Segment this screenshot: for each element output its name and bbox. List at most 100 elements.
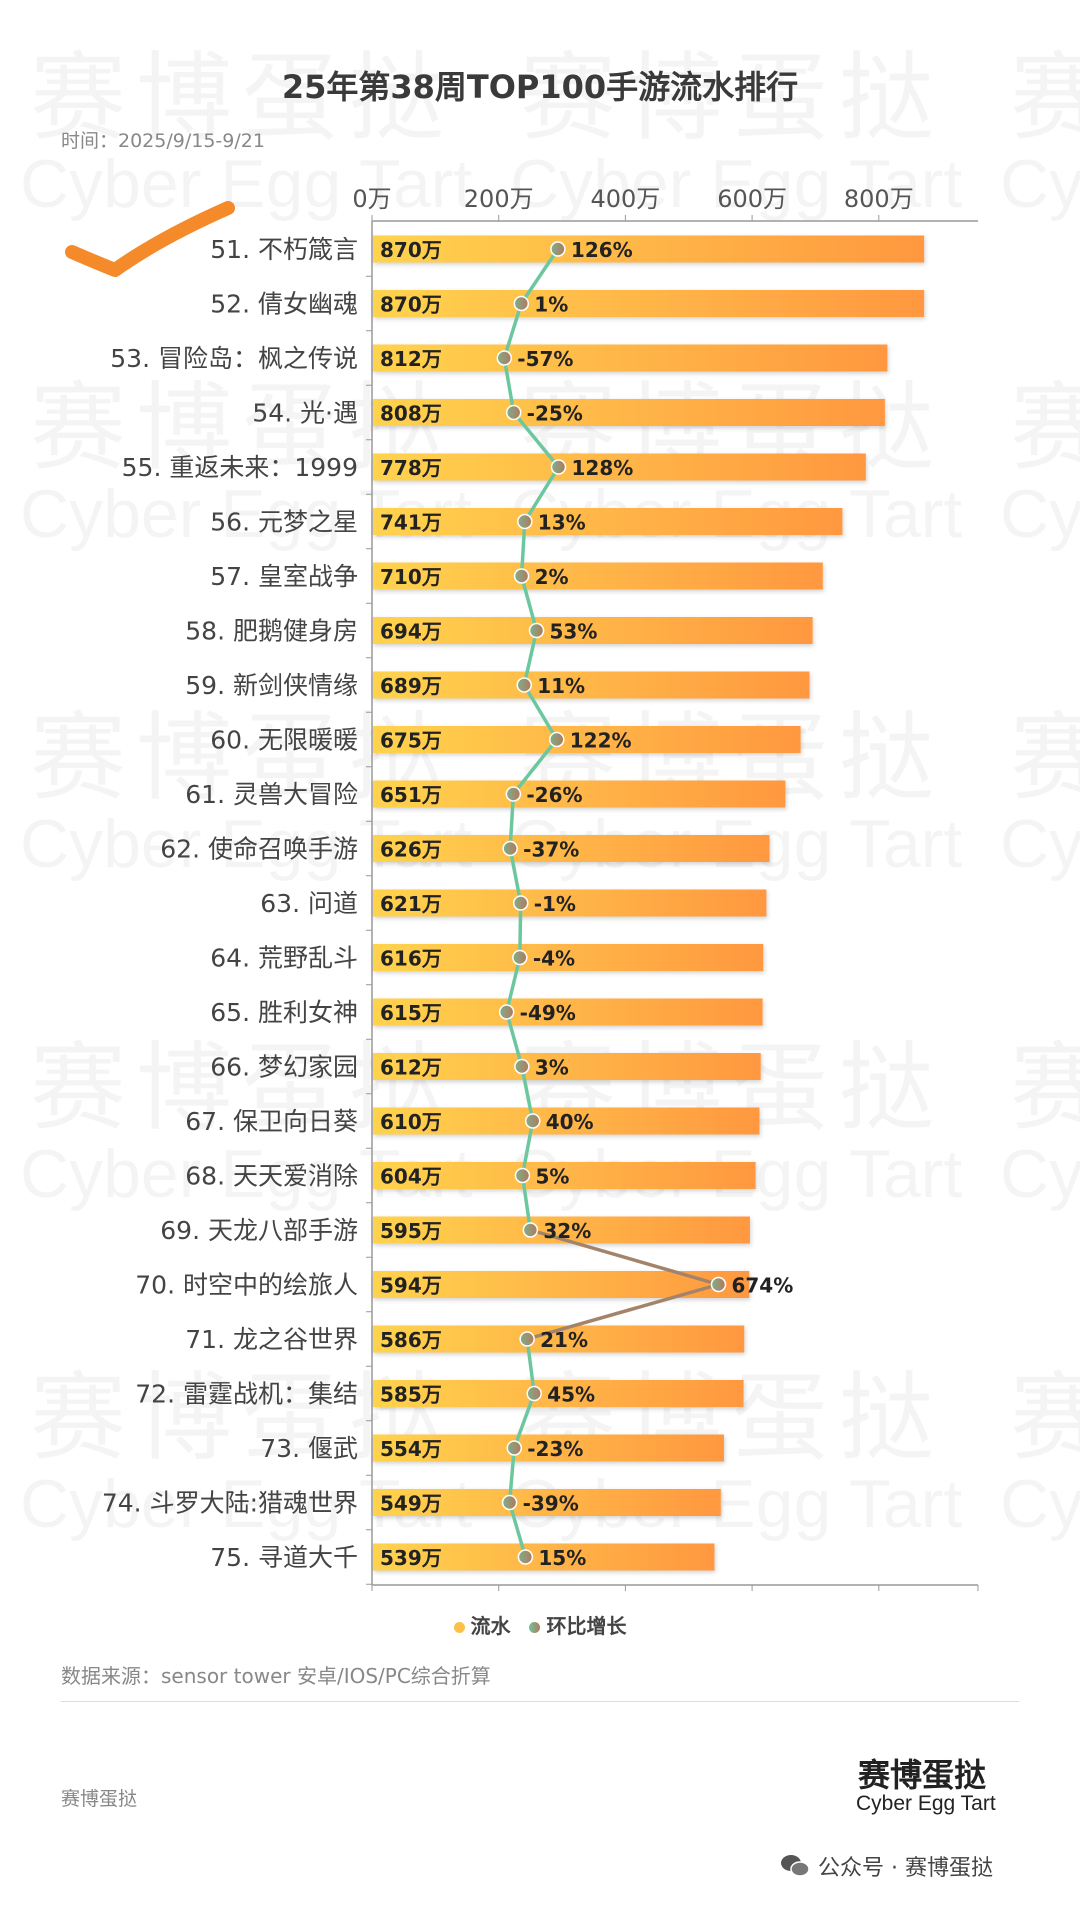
x-tick-label: 600万: [717, 185, 787, 213]
category-label: 59. 新剑侠情缘: [185, 671, 358, 700]
growth-line-segment: [508, 846, 523, 905]
revenue-bar[interactable]: [373, 1162, 756, 1189]
revenue-label: 870万: [380, 238, 442, 262]
growth-point[interactable]: [496, 350, 513, 366]
revenue-label: 586万: [380, 1328, 442, 1352]
revenue-label: 539万: [380, 1546, 442, 1570]
growth-line-segment: [504, 955, 522, 1014]
revenue-label: 595万: [380, 1219, 442, 1243]
category-label: 64. 荒野乱斗: [210, 944, 358, 973]
growth-line-segment: [519, 519, 527, 578]
revenue-bar[interactable]: [373, 671, 810, 699]
growth-line-segment: [520, 1119, 535, 1178]
growth-line-segment: [525, 1337, 536, 1396]
growth-point[interactable]: [550, 241, 566, 257]
growth-label: -37%: [523, 838, 579, 862]
growth-point[interactable]: [506, 1440, 523, 1456]
revenue-bar[interactable]: [373, 1543, 715, 1571]
growth-label: 674%: [731, 1274, 793, 1298]
growth-line-segment: [507, 1500, 528, 1559]
revenue-bar[interactable]: [373, 780, 786, 808]
growth-point[interactable]: [550, 459, 567, 475]
category-label: 60. 无限暖暖: [210, 726, 358, 755]
growth-point[interactable]: [514, 1167, 531, 1184]
category-label: 70. 时空中的绘旅人: [135, 1271, 358, 1300]
revenue-bar[interactable]: [373, 998, 763, 1026]
category-label: 51. 不朽箴言: [210, 235, 358, 264]
revenue-bar[interactable]: [373, 290, 925, 317]
category-label: 52. 倩女幽魂: [210, 290, 358, 319]
growth-point[interactable]: [514, 1058, 530, 1075]
revenue-bar[interactable]: [373, 1107, 760, 1135]
revenue-bar[interactable]: [373, 1489, 721, 1516]
revenue-bar[interactable]: [373, 726, 801, 753]
x-axis: 0万 200万 400万 600万 800万: [352, 185, 979, 1591]
revenue-label: 604万: [380, 1165, 442, 1189]
x-tick-label: 0万: [352, 185, 391, 213]
revenue-bar[interactable]: [373, 889, 767, 917]
category-label: 65. 胜利女神: [210, 998, 358, 1027]
legend-item-growth[interactable]: 环比增长: [529, 1614, 626, 1638]
growth-label: 11%: [537, 674, 585, 698]
growth-line-segment: [525, 1282, 721, 1341]
growth-point[interactable]: [498, 1004, 515, 1020]
growth-line-segment: [502, 301, 524, 360]
data-source: 数据来源：sensor tower 安卓/IOS/PC综合折算: [61, 1664, 491, 1688]
legend-item-revenue[interactable]: 流水: [453, 1614, 511, 1638]
revenue-bar[interactable]: [373, 944, 764, 971]
growth-point[interactable]: [512, 895, 529, 911]
x-tick-label: 200万: [464, 185, 534, 213]
revenue-bar[interactable]: [373, 1434, 724, 1462]
growth-point[interactable]: [548, 731, 565, 748]
growth-point[interactable]: [528, 622, 545, 639]
revenue-label: 870万: [380, 293, 442, 317]
growth-point[interactable]: [512, 949, 528, 966]
x-tick-label: 400万: [590, 185, 660, 213]
logo-en: Cyber Egg Tart: [856, 1792, 996, 1815]
revenue-bar[interactable]: [373, 835, 770, 862]
revenue-bar[interactable]: [373, 1053, 761, 1080]
revenue-bar[interactable]: [373, 235, 925, 263]
growth-label: -23%: [527, 1437, 583, 1461]
growth-point[interactable]: [513, 295, 530, 312]
revenue-bar[interactable]: [373, 1380, 744, 1407]
growth-label: 5%: [535, 1165, 569, 1189]
growth-point[interactable]: [519, 1331, 535, 1347]
growth-point[interactable]: [505, 786, 522, 802]
growth-point[interactable]: [522, 1222, 539, 1238]
growth-line-segment: [520, 1064, 535, 1123]
growth-point[interactable]: [517, 513, 533, 530]
revenue-bar[interactable]: [373, 508, 843, 535]
wechat-label: 公众号 · 赛博蛋挞: [818, 1856, 993, 1881]
growth-point[interactable]: [501, 1494, 518, 1511]
revenue-bar[interactable]: [373, 399, 885, 426]
revenue-label: 626万: [380, 838, 442, 862]
revenue-bar[interactable]: [373, 617, 813, 644]
revenue-bar[interactable]: [373, 453, 866, 481]
growth-point[interactable]: [524, 1113, 541, 1129]
growth-label: 122%: [570, 729, 632, 753]
growth-point[interactable]: [526, 1385, 542, 1402]
growth-line-segment: [519, 247, 560, 306]
revenue-bar[interactable]: [373, 344, 888, 372]
growth-line-segment: [502, 356, 516, 415]
growth-point[interactable]: [516, 677, 532, 693]
growth-label: 40%: [546, 1110, 594, 1134]
revenue-bar[interactable]: [373, 562, 823, 590]
growth-point[interactable]: [710, 1276, 727, 1293]
growth-point[interactable]: [517, 1549, 534, 1565]
legend-dot-icon: [529, 1622, 541, 1633]
category-label: 57. 皇室战争: [210, 562, 358, 591]
category-label: 63. 问道: [260, 889, 358, 918]
category-label: 68. 天天爱消除: [185, 1162, 358, 1191]
growth-point[interactable]: [505, 404, 522, 421]
growth-line-segment: [518, 901, 523, 960]
growth-point[interactable]: [502, 840, 518, 857]
revenue-label: 549万: [380, 1492, 442, 1516]
growth-point[interactable]: [513, 568, 530, 584]
growth-label: 21%: [540, 1328, 588, 1352]
revenue-label: 812万: [380, 347, 442, 371]
category-label: 67. 保卫向日葵: [185, 1107, 358, 1136]
growth-line-segment: [504, 1010, 524, 1069]
category-label: 74. 斗罗大陆:猎魂世界: [102, 1489, 358, 1518]
